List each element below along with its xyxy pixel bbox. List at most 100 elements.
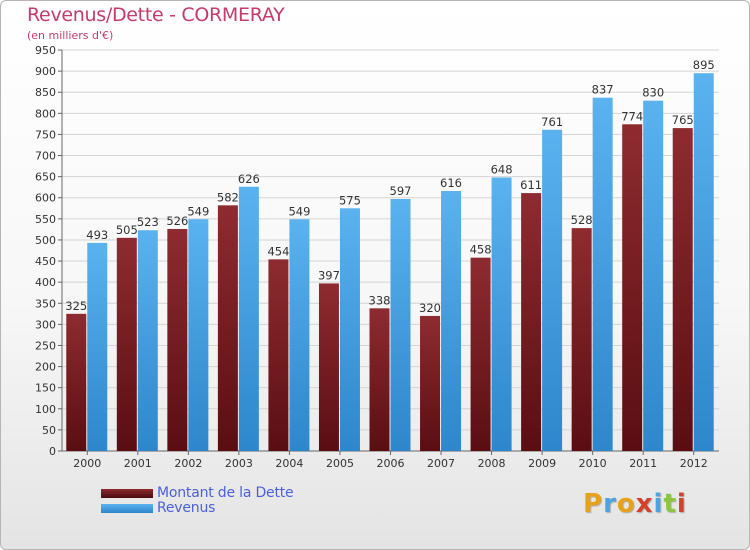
- bar-dette: [268, 259, 289, 451]
- y-tick-label: 750: [35, 128, 56, 141]
- x-tick-label: 2011: [629, 457, 657, 470]
- value-label-revenus: 648: [491, 162, 513, 176]
- y-tick-label: 450: [35, 255, 56, 268]
- value-label-revenus: 523: [137, 215, 159, 229]
- y-tick-label: 850: [35, 86, 56, 99]
- bar-dette: [622, 124, 643, 451]
- x-tick-label: 2005: [326, 457, 354, 470]
- bar-dette: [116, 237, 137, 451]
- logo-letter: i: [676, 489, 687, 519]
- bar-dette: [521, 193, 542, 451]
- bar-revenus: [693, 73, 714, 451]
- bar-revenus: [87, 242, 108, 451]
- y-tick-label: 100: [35, 403, 56, 416]
- x-tick-label: 2009: [528, 457, 556, 470]
- logo-letter: o: [616, 489, 636, 519]
- y-tick-label: 0: [49, 445, 56, 458]
- bar-dette: [420, 315, 441, 451]
- bar-revenus: [137, 230, 158, 451]
- bar-revenus: [238, 186, 259, 452]
- value-label-dette: 338: [369, 293, 391, 307]
- y-tick-label: 950: [35, 44, 56, 57]
- y-tick-label: 50: [42, 424, 56, 437]
- logo-letter: t: [663, 489, 677, 519]
- y-tick-label: 200: [35, 361, 56, 374]
- value-label-dette: 765: [672, 113, 694, 127]
- bar-dette: [66, 313, 87, 451]
- x-tick-label: 2010: [579, 457, 607, 470]
- bar-revenus: [289, 219, 310, 451]
- value-label-revenus: 575: [339, 193, 361, 207]
- value-label-revenus: 761: [541, 115, 563, 129]
- logo-letter: r: [603, 489, 617, 519]
- bar-dette: [672, 128, 693, 451]
- logo-letter: P: [583, 489, 604, 519]
- x-tick-label: 2001: [124, 457, 152, 470]
- bar-revenus: [188, 219, 209, 451]
- value-label-revenus: 895: [693, 58, 715, 72]
- proxiti-logo: Proxiti: [583, 489, 687, 519]
- value-label-revenus: 830: [642, 86, 664, 100]
- logo-letter: i: [653, 489, 664, 519]
- bar-revenus: [542, 129, 563, 451]
- y-tick-label: 700: [35, 150, 56, 163]
- x-tick-label: 2012: [680, 457, 708, 470]
- value-label-dette: 528: [571, 213, 593, 227]
- value-label-revenus: 837: [592, 83, 614, 97]
- y-tick-label: 550: [35, 213, 56, 226]
- bar-revenus: [390, 199, 411, 451]
- value-label-dette: 526: [166, 214, 188, 228]
- x-tick-label: 2000: [73, 457, 101, 470]
- value-label-revenus: 493: [86, 228, 108, 242]
- y-tick-label: 300: [35, 318, 56, 331]
- y-tick-label: 600: [35, 192, 56, 205]
- bar-dette: [217, 205, 238, 451]
- logo-letter: x: [635, 489, 654, 519]
- x-tick-label: 2003: [225, 457, 253, 470]
- value-label-dette: 582: [217, 190, 239, 204]
- y-tick-label: 350: [35, 297, 56, 310]
- x-tick-label: 2004: [275, 457, 303, 470]
- bar-dette: [369, 308, 390, 451]
- x-tick-label: 2006: [377, 457, 405, 470]
- bar-revenus: [339, 208, 360, 451]
- bar-dette: [571, 228, 592, 451]
- x-tick-label: 2002: [174, 457, 202, 470]
- value-label-dette: 397: [318, 268, 340, 282]
- value-label-revenus: 597: [390, 184, 412, 198]
- bars: [66, 73, 714, 452]
- y-tick-label: 150: [35, 382, 56, 395]
- value-label-dette: 505: [116, 223, 138, 237]
- legend-swatch-revenus: [101, 504, 153, 513]
- x-tick-label: 2008: [478, 457, 506, 470]
- value-label-revenus: 626: [238, 172, 260, 186]
- legend-label-revenus: Revenus: [157, 500, 216, 516]
- x-tick-label: 2007: [427, 457, 455, 470]
- y-tick-label: 250: [35, 339, 56, 352]
- bar-revenus: [491, 177, 512, 452]
- y-tick-label: 500: [35, 234, 56, 247]
- bar-dette: [167, 228, 188, 451]
- value-label-revenus: 616: [440, 176, 462, 190]
- bar-revenus: [592, 97, 613, 452]
- bar-dette: [470, 257, 491, 451]
- x-axis: 2000 2001 2002 2003 2004 2005 2006 2007 2008 2009…: [73, 451, 708, 470]
- value-label-dette: 454: [267, 244, 289, 258]
- bar-dette: [318, 283, 339, 451]
- bar-revenus: [643, 100, 664, 451]
- value-label-dette: 325: [65, 299, 87, 313]
- bar-revenus: [441, 190, 462, 451]
- value-label-revenus: 549: [288, 204, 310, 218]
- y-tick-label: 800: [35, 107, 56, 120]
- y-tick-label: 400: [35, 276, 56, 289]
- value-label-dette: 611: [520, 178, 542, 192]
- chart-subtitle: (en milliers d'€): [27, 29, 114, 42]
- y-tick-label: 650: [35, 171, 56, 184]
- value-label-revenus: 549: [187, 204, 209, 218]
- value-label-dette: 320: [419, 301, 441, 315]
- chart-title: Revenus/Dette - CORMERAY: [27, 4, 285, 26]
- value-label-dette: 774: [621, 109, 643, 123]
